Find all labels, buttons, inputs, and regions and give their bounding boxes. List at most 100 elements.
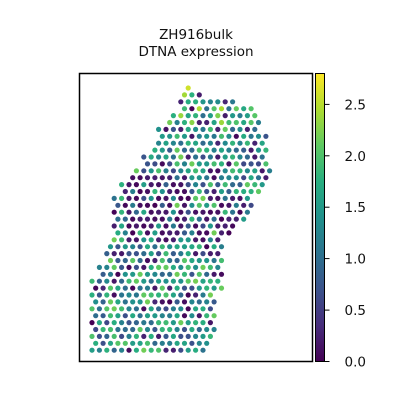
- spot-point: [178, 278, 184, 284]
- spot-point: [144, 340, 151, 346]
- spot-point: [96, 333, 102, 339]
- spot-point: [167, 271, 173, 277]
- spot-point: [141, 347, 147, 353]
- spot-point: [244, 182, 250, 188]
- spot-point: [196, 299, 202, 305]
- spot-point: [170, 306, 176, 312]
- spot-point: [141, 333, 147, 339]
- spot-point: [156, 333, 162, 339]
- spot-point: [130, 216, 136, 222]
- spot-point: [93, 313, 99, 319]
- spot-point: [181, 188, 188, 195]
- spot-point: [252, 126, 258, 132]
- spot-point: [193, 154, 199, 160]
- spot-point: [189, 244, 195, 250]
- spot-point: [144, 257, 151, 264]
- spot-point: [226, 161, 232, 167]
- spot-point: [185, 99, 191, 105]
- spot-point: [248, 175, 254, 181]
- spot-point: [200, 154, 206, 160]
- spot-point: [181, 340, 188, 346]
- spot-point: [159, 271, 165, 277]
- spot-point: [204, 313, 210, 319]
- spot-point: [156, 168, 162, 174]
- spot-point: [115, 340, 121, 346]
- spot-point: [263, 133, 269, 139]
- spot-point: [193, 195, 199, 201]
- spot-point: [100, 271, 106, 277]
- spot-point: [96, 292, 102, 298]
- spot-point: [241, 188, 247, 195]
- spot-point: [111, 195, 117, 201]
- spot-point: [218, 147, 225, 153]
- spot-point: [181, 257, 188, 264]
- spot-point: [178, 347, 184, 353]
- spot-point: [211, 106, 217, 112]
- spot-point: [152, 257, 158, 264]
- spot-point: [200, 195, 206, 201]
- spot-point: [167, 299, 173, 305]
- spot-point: [141, 209, 147, 215]
- spot-point: [133, 347, 139, 353]
- spot-point: [119, 237, 125, 243]
- spot-point: [218, 271, 225, 277]
- spot-point: [152, 326, 158, 333]
- spot-point: [104, 320, 110, 326]
- spot-point: [130, 271, 136, 277]
- spot-point: [200, 251, 206, 257]
- spot-point: [107, 285, 114, 291]
- spot-point: [226, 202, 232, 208]
- spot-point: [252, 154, 258, 160]
- spot-point: [181, 230, 188, 236]
- spot-point: [156, 306, 162, 312]
- spot-point: [193, 306, 199, 312]
- spot-point: [200, 99, 206, 105]
- spot-point: [204, 299, 210, 305]
- spot-point: [215, 182, 221, 188]
- spot-point: [200, 237, 206, 243]
- spot-point: [111, 320, 117, 326]
- spot-point: [126, 347, 132, 353]
- spot-point: [211, 271, 217, 277]
- spot-point: [207, 306, 213, 312]
- spot-point: [163, 306, 169, 312]
- spot-point: [218, 188, 225, 195]
- spot-point: [204, 326, 210, 333]
- spot-point: [237, 195, 243, 201]
- spot-point: [174, 161, 180, 167]
- spot-point: [130, 313, 136, 319]
- spot-point: [218, 230, 225, 236]
- spot-point: [230, 99, 236, 105]
- spot-point: [230, 168, 236, 174]
- spot-point: [185, 264, 191, 270]
- spot-point: [255, 175, 262, 181]
- spot-point: [207, 333, 213, 339]
- spot-point: [163, 292, 169, 298]
- spot-point: [222, 99, 228, 105]
- spot-point: [96, 264, 102, 270]
- spot-point: [144, 175, 151, 181]
- spot-point: [126, 251, 132, 257]
- spot-point: [193, 237, 199, 243]
- spot-point: [93, 326, 99, 333]
- spot-point: [237, 182, 243, 188]
- spot-point: [167, 175, 173, 181]
- spot-point: [252, 140, 258, 146]
- spot-point: [133, 223, 139, 229]
- spot-point: [100, 340, 106, 346]
- spot-point: [167, 202, 173, 208]
- spot-point: [200, 182, 206, 188]
- spot-point: [237, 126, 243, 132]
- spot-point: [196, 244, 202, 250]
- spot-point: [137, 244, 143, 250]
- spot-point: [218, 202, 225, 208]
- spot-point: [133, 237, 139, 243]
- spot-point: [233, 133, 239, 139]
- spot-point: [215, 237, 221, 243]
- spot-point: [107, 271, 114, 277]
- spot-point: [130, 257, 136, 264]
- spot-point: [189, 175, 195, 181]
- spot-point: [104, 347, 110, 353]
- spot-point: [141, 168, 147, 174]
